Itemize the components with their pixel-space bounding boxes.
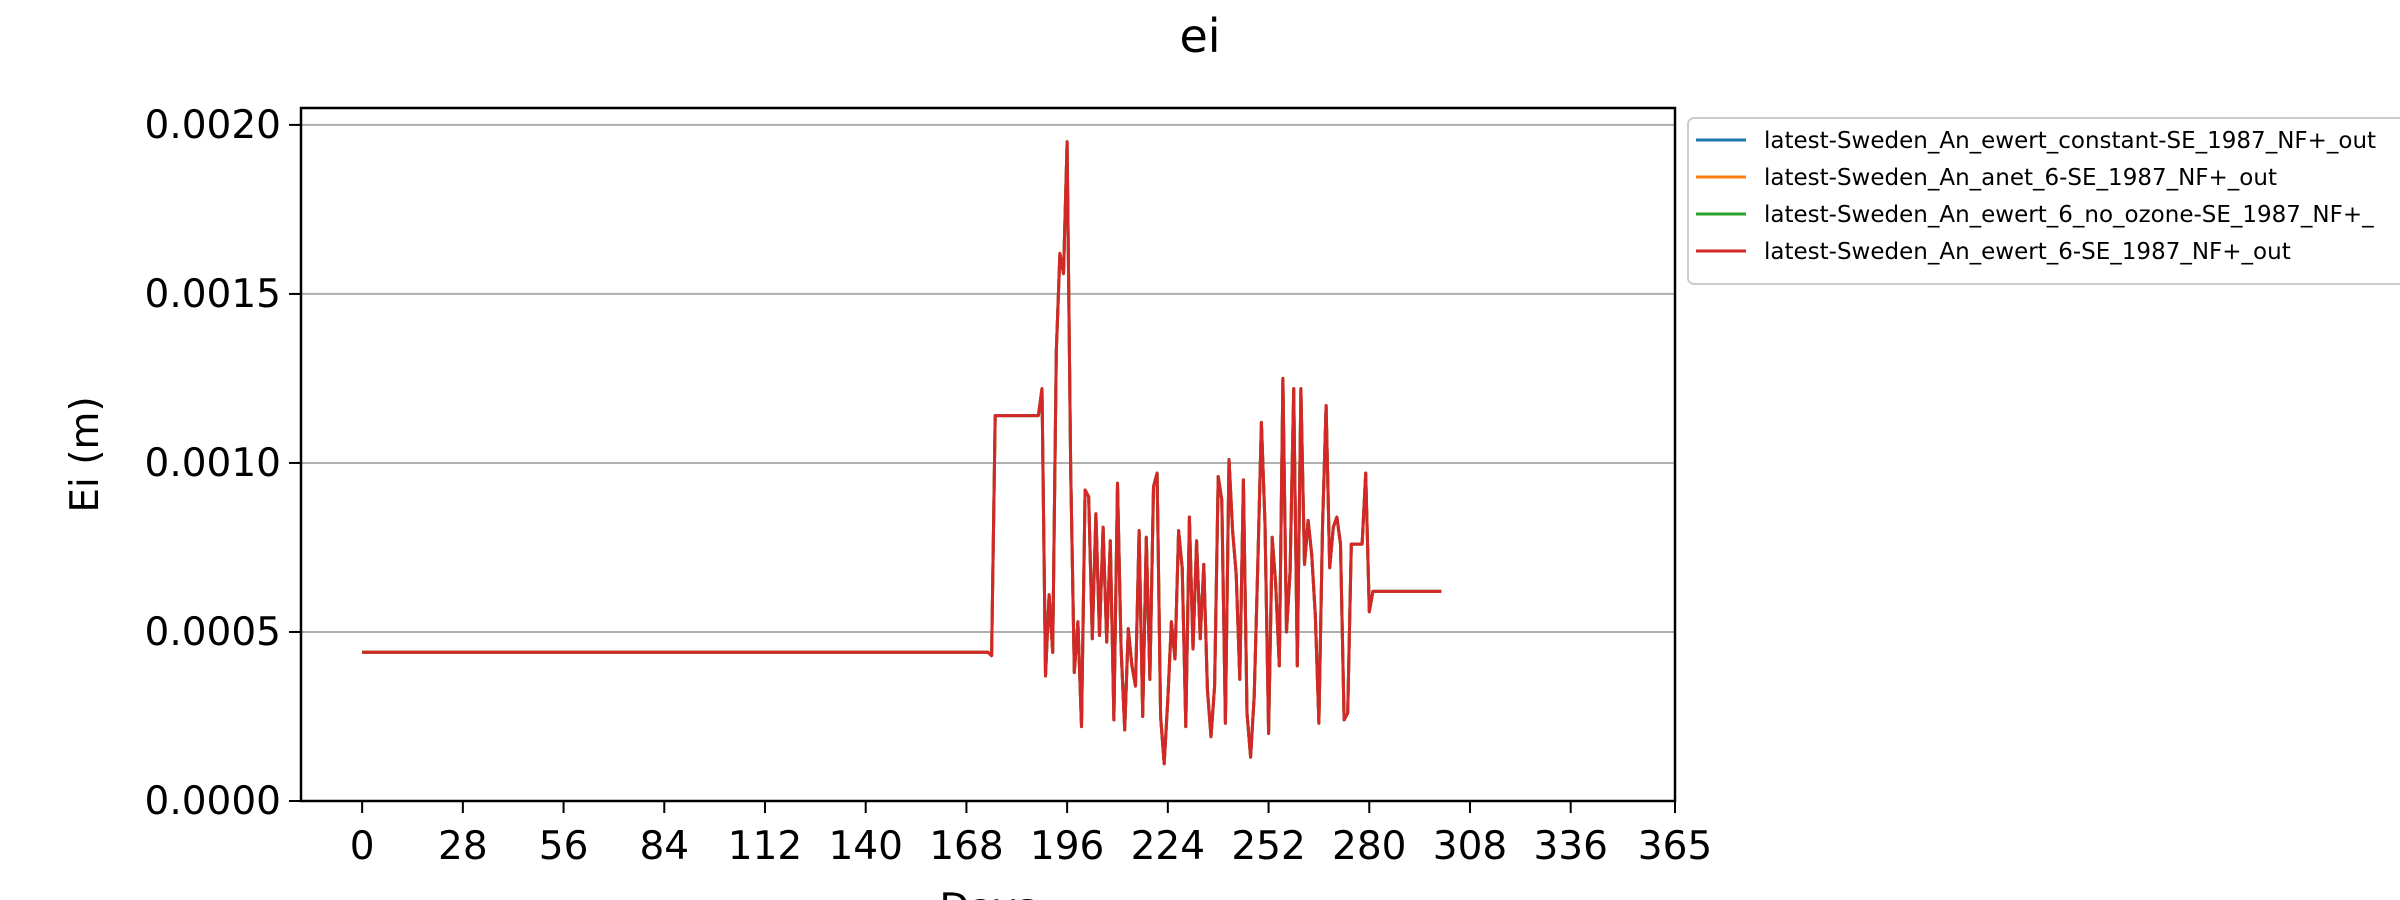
- series-line: [362, 140, 1442, 766]
- y-tick-label: 0.0015: [145, 272, 281, 317]
- x-tick-label: 168: [929, 824, 1003, 869]
- x-tick-label: 84: [639, 824, 689, 869]
- y-axis-label: Ei (m): [63, 396, 108, 512]
- series-layer: [362, 140, 1442, 766]
- legend-label: latest-Sweden_An_anet_6-SE_1987_NF+_out: [1764, 165, 2277, 191]
- y-tick-label: 0.0000: [145, 779, 281, 824]
- x-axis-label: Days: [939, 886, 1036, 900]
- legend: latest-Sweden_An_ewert_constant-SE_1987_…: [1687, 117, 2400, 285]
- x-tick-label: 0: [350, 824, 375, 869]
- x-tick-label: 336: [1533, 824, 1607, 869]
- x-tick-label: 112: [728, 824, 802, 869]
- x-tick-label: 308: [1433, 824, 1507, 869]
- x-tick-label: 365: [1638, 824, 1712, 869]
- x-tick-label: 280: [1332, 824, 1406, 869]
- series-line: [362, 140, 1442, 766]
- y-tick-label: 0.0010: [145, 441, 281, 486]
- series-line: [362, 140, 1442, 766]
- legend-label: latest-Sweden_An_ewert_constant-SE_1987_…: [1764, 128, 2376, 154]
- x-tick-label: 196: [1030, 824, 1104, 869]
- x-tick-label: 224: [1131, 824, 1205, 869]
- x-tick-label: 56: [539, 824, 589, 869]
- x-tick-label: 140: [828, 824, 902, 869]
- y-tick-label: 0.0020: [145, 103, 281, 148]
- x-tick-label: 252: [1231, 824, 1305, 869]
- x-tick-label: 28: [438, 824, 488, 869]
- plot-frame: [299, 106, 1677, 803]
- legend-box: [1687, 117, 2400, 285]
- series-line: [362, 140, 1442, 766]
- axes: 0.0000 0.0005 0.0010 0.0015 0.0020 0 28 56 84 112…: [145, 103, 1713, 869]
- chart-title: ei: [1179, 9, 1220, 63]
- legend-label: latest-Sweden_An_ewert_6_no_ozone-SE_198…: [1764, 202, 2374, 228]
- legend-label: latest-Sweden_An_ewert_6-SE_1987_NF+_out: [1764, 239, 2291, 265]
- y-tick-label: 0.0005: [145, 610, 281, 655]
- grid-lines: [301, 123, 1675, 802]
